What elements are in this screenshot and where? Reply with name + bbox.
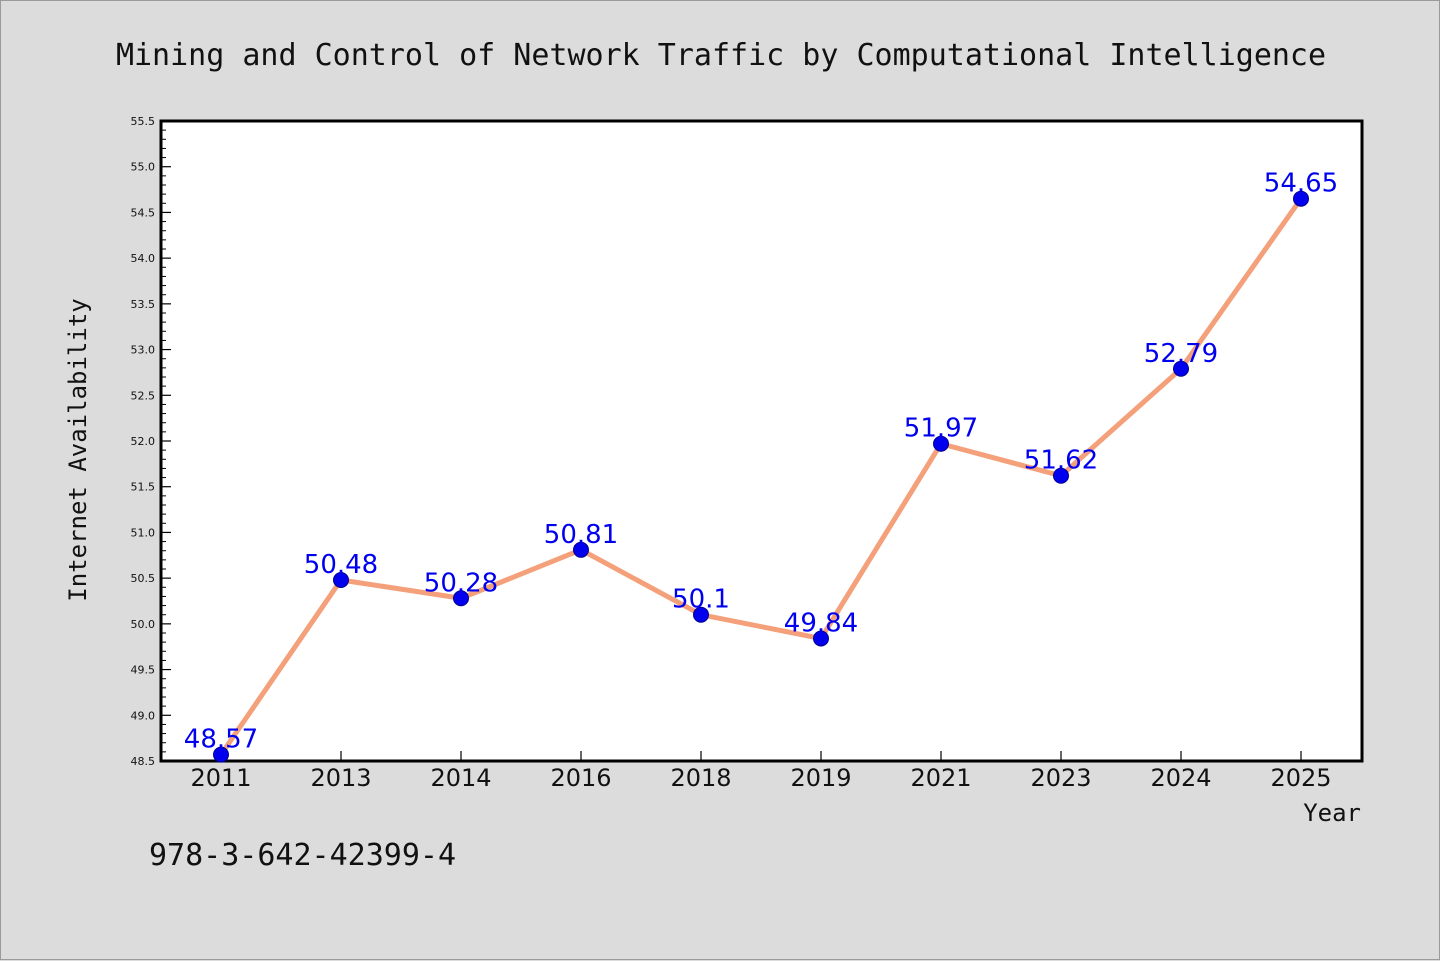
y-tick-label: 48.5 [131, 755, 156, 768]
y-axis-label: Internet Availability [64, 298, 92, 601]
x-tick-label: 2011 [190, 764, 251, 792]
chart-title: Mining and Control of Network Traffic by… [116, 38, 1326, 73]
y-tick-label: 51.0 [131, 526, 156, 539]
data-point [333, 571, 349, 588]
data-point [453, 590, 469, 607]
y-tick-label: 49.5 [131, 664, 156, 677]
data-point [1293, 190, 1309, 207]
data-label: 50.81 [544, 520, 618, 550]
series-line [218, 197, 1304, 757]
data-label: 54.65 [1264, 169, 1338, 199]
data-label: 50.28 [424, 568, 498, 598]
y-tick-label: 52.0 [131, 435, 156, 448]
data-point [693, 606, 709, 623]
data-point [1053, 467, 1069, 484]
y-tick-label: 55.5 [131, 115, 156, 128]
data-point [813, 630, 829, 647]
y-tick-label: 53.0 [131, 344, 156, 357]
data-label: 52.79 [1144, 339, 1218, 369]
y-tick-label: 50.0 [131, 618, 156, 631]
x-tick-label: 2014 [430, 764, 491, 792]
data-point [213, 746, 229, 763]
x-tick-label: 2016 [550, 764, 611, 792]
data-label: 51.62 [1024, 446, 1098, 476]
data-label: 49.84 [784, 608, 858, 638]
data-label: 50.48 [304, 550, 378, 580]
x-tick-label: 2025 [1270, 764, 1331, 792]
data-point [1173, 360, 1189, 377]
x-axis: 2011 2013 2014 2016 2018 2019 2021 2023 2024 2025 [190, 751, 1332, 792]
y-tick-label: 54.0 [131, 252, 156, 265]
data-label: 50.1 [672, 585, 730, 615]
x-tick-label: 2019 [790, 764, 851, 792]
data-point [933, 435, 949, 452]
series-layer: 48.57 50.48 50.28 50.81 50.1 49.84 51.97 51.62 5… [184, 169, 1338, 763]
x-tick-label: 2023 [1030, 764, 1091, 792]
isbn-footnote: 978-3-642-42399-4 [149, 838, 456, 873]
y-tick-label: 54.5 [131, 206, 156, 219]
y-axis: 48.5 49.0 49.5 50.0 50.5 51.0 51.5 52.0 52.5 53.0… [131, 115, 171, 768]
x-tick-label: 2021 [910, 764, 971, 792]
data-label: 48.57 [184, 725, 258, 755]
x-axis-label: Year [1303, 799, 1361, 827]
data-label: 51.97 [904, 414, 978, 444]
data-point [573, 541, 589, 558]
x-tick-label: 2024 [1150, 764, 1211, 792]
y-tick-label: 55.0 [131, 161, 156, 174]
y-tick-label: 51.5 [131, 481, 156, 494]
y-tick-label: 50.5 [131, 572, 156, 585]
x-tick-label: 2013 [310, 764, 371, 792]
y-tick-label: 53.5 [131, 298, 156, 311]
x-tick-label: 2018 [670, 764, 731, 792]
y-tick-label: 49.0 [131, 709, 156, 722]
plot-area [159, 119, 1364, 763]
y-tick-label: 52.5 [131, 389, 156, 402]
